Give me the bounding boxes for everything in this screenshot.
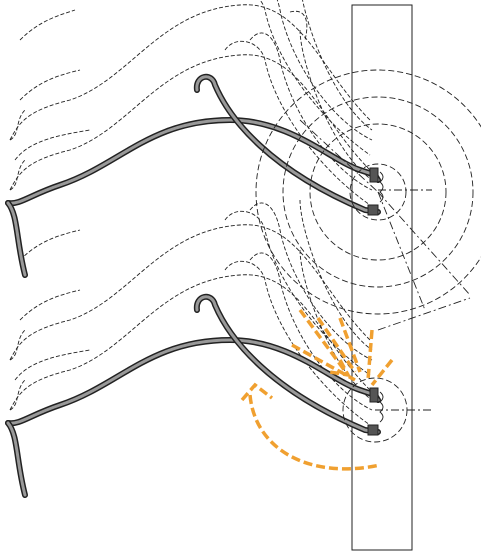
blade-upper bbox=[8, 77, 383, 275]
force-arrows bbox=[240, 308, 394, 471]
ghost-outlines-lower bbox=[9, 199, 373, 426]
ghost-outlines-upper bbox=[9, 0, 373, 206]
center-lines bbox=[299, 119, 471, 411]
blade-lower bbox=[8, 297, 383, 495]
